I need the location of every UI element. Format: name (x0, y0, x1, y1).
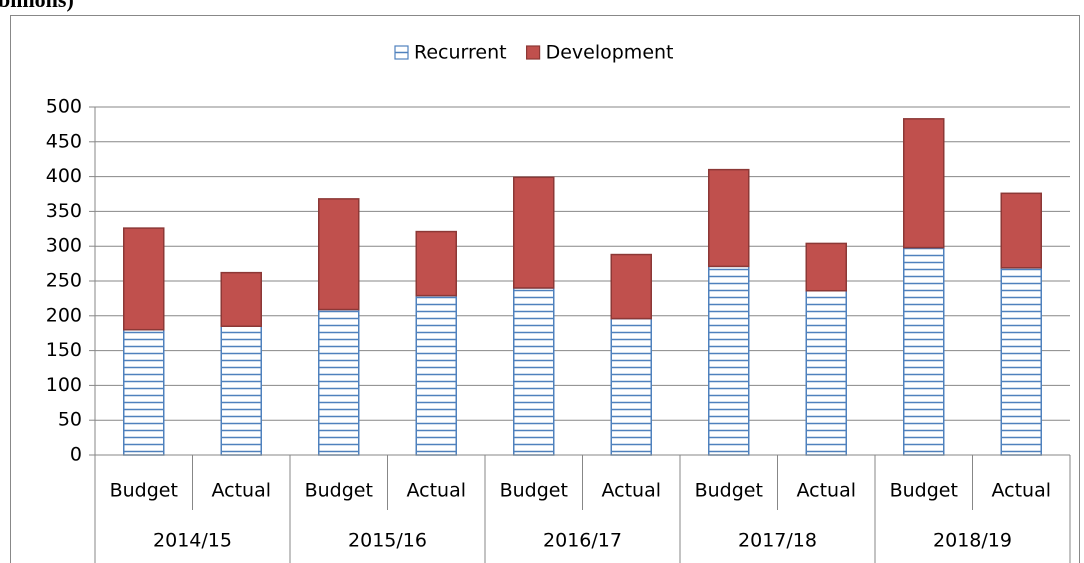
bar-segment (708, 168, 750, 268)
legend-label: Development (546, 42, 674, 64)
x-tick-label: Actual (796, 480, 856, 502)
bar-segment (708, 265, 750, 456)
y-tick-label: 300 (46, 235, 82, 257)
group-label: 2017/18 (738, 530, 817, 552)
y-tick-label: 250 (46, 270, 82, 292)
y-tick-label: 350 (46, 200, 82, 222)
x-tick-label: Budget (110, 480, 178, 502)
bar-segment (318, 308, 360, 456)
bar-segment (220, 325, 262, 456)
x-tick-label: Actual (601, 480, 661, 502)
y-tick-label: 450 (46, 130, 82, 152)
legend-label: Recurrent (414, 42, 507, 64)
y-tick-label: 500 (46, 96, 82, 118)
bar-segment (220, 271, 262, 327)
group-label: 2018/19 (933, 530, 1012, 552)
x-tick-label: Budget (695, 480, 763, 502)
bar-segment (610, 317, 652, 456)
chart-title: billions) (0, 0, 74, 12)
group-label: 2016/17 (543, 530, 622, 552)
bar-segment (123, 328, 165, 456)
y-tick-label: 400 (46, 165, 82, 187)
x-tick-label: Actual (991, 480, 1051, 502)
x-tick-label: Budget (500, 480, 568, 502)
bar-segment (415, 294, 457, 456)
x-tick-label: Budget (305, 480, 373, 502)
bar-segment (1000, 267, 1042, 456)
bar-segment (805, 242, 847, 292)
bar-segment (513, 176, 555, 289)
y-tick-label: 0 (70, 444, 82, 466)
bar-segment (903, 246, 945, 456)
bar-segment (1000, 192, 1042, 269)
bar-segment (513, 287, 555, 456)
y-tick-label: 150 (46, 339, 82, 361)
x-tick-label: Actual (211, 480, 271, 502)
bar-segment (610, 253, 652, 320)
bar-segment (123, 227, 165, 331)
x-tick-label: Actual (406, 480, 466, 502)
y-tick-label: 200 (46, 304, 82, 326)
bar-segment (805, 289, 847, 456)
bar-segment (318, 198, 360, 311)
legend-swatch (394, 45, 409, 60)
group-label: 2015/16 (348, 530, 427, 552)
y-tick-label: 50 (58, 409, 82, 431)
legend-swatch (525, 45, 541, 60)
bar-segment (415, 230, 457, 297)
group-label: 2014/15 (153, 530, 232, 552)
y-tick-label: 100 (46, 374, 82, 396)
bar-segment (903, 118, 945, 249)
x-tick-label: Budget (890, 480, 958, 502)
chart-frame (10, 15, 1080, 563)
